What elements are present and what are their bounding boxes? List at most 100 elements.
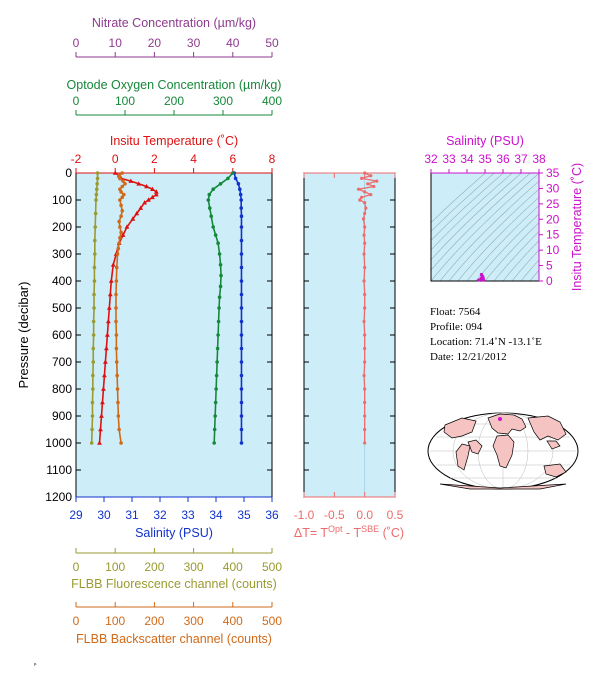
location: Location: 71.4˚N -13.1˚E [430,336,542,348]
pressure-tick-label: 600 [52,328,72,342]
fluorescence-axis-label: FLBB Fluorescence channel (counts) [71,577,277,591]
backscatter-tick-label: 400 [223,614,243,628]
temperature-point [130,216,136,221]
backscatter-point [123,182,127,186]
density-contour [466,205,539,281]
backscatter-point [119,214,123,218]
backscatter-point [120,209,125,213]
delta-point [363,333,367,337]
density-contour [475,213,539,281]
density-contour [431,173,522,261]
delta-point [362,233,366,237]
fluorescence-point [91,387,95,391]
density-contour [520,259,539,281]
oxygen-point [206,198,211,202]
oxygen-point [217,295,222,300]
fluorescence-point [92,306,96,310]
oxygen-point [211,187,215,191]
backscatter-tick-label: 0 [73,614,80,628]
nitrate-tick-label: 0 [73,36,80,50]
pressure-tick-label: 300 [52,247,72,261]
backscatter-point [115,252,120,256]
ts-y-tick-label: 0 [546,274,553,288]
delta-point [375,179,379,183]
temperature-point [120,232,126,237]
world-map [427,412,579,490]
salinity-point [239,441,244,445]
ts-temperature-label: Insitu Temperature (˚C) [570,163,584,291]
salinity-tick-label: 32 [153,508,167,522]
salinity-tick-label: 34 [209,508,223,522]
oxygen-point [211,225,215,229]
backscatter-point [115,387,120,391]
delta-point [362,319,366,324]
delta-point [360,195,364,199]
temperature-point [106,305,112,310]
delta-point [363,211,367,216]
delta-point [363,400,367,405]
ts-plot-area [430,172,540,282]
salinity-point [239,387,244,391]
salinity-point [239,206,243,210]
temperature-point [108,278,114,283]
temperature-point [103,359,108,364]
backscatter-point [114,346,119,351]
fluorescence-tick-label: 300 [184,560,204,574]
ts-point [481,278,485,282]
oxygen-tick-label: 400 [262,94,282,108]
oxygen-point [212,427,217,432]
oxygen-tick-label: 100 [115,94,135,108]
delta-point [363,265,367,270]
temperature-point [97,440,102,445]
delta-tick-label: 0.5 [387,508,404,522]
pressure-tick-label: 900 [52,409,72,423]
temperature-tick-label: -2 [71,152,82,166]
density-contour [511,249,539,281]
pressure-tick-label: 100 [52,193,72,207]
delta-point [363,427,367,432]
density-contour [431,173,539,281]
backscatter-point [114,333,119,337]
backscatter-point [114,292,118,297]
salinity-point [238,187,242,191]
backscatter-point [114,279,119,283]
fluorescence-point [89,441,94,445]
temperature-point [142,200,147,205]
temperature-point [153,192,159,197]
salinity-point [239,333,244,337]
fluorescence-tick-label: 0 [73,560,80,574]
density-contour [431,173,513,251]
backscatter-point [120,184,125,189]
nitrate-tick-label: 20 [148,36,162,50]
oxygen-point [231,171,235,175]
ts-x-tick-label: 32 [424,152,438,166]
oxygen-tick-label: 300 [213,94,233,108]
fluorescence-point [95,171,100,175]
temperature-axis: -2 0 2 4 6 8 [71,152,276,174]
oxygen-point [215,346,220,351]
oxygen-point [216,333,220,337]
density-contour [484,222,539,281]
backscatter-point [116,400,120,405]
ts-y-tick-label: 30 [546,181,560,195]
salinity-point [239,427,244,432]
oxygen-point [226,176,230,181]
ts-y-tick-label: 25 [546,197,560,211]
oxygen-point [213,233,218,237]
delta-point [360,176,364,180]
oxygen-tick-label: 200 [164,94,184,108]
fluorescence-tick-label: 200 [144,560,164,574]
delta-point [363,346,367,351]
oxygen-point [218,284,223,289]
nitrate-tick-label: 50 [265,36,279,50]
backscatter-point [120,195,125,200]
backscatter-point [120,171,125,175]
salinity-point [239,292,244,297]
fluorescence-point [94,187,99,191]
main-y-axis: 0 100 200 300 400 500 600 700 800 900 1000 1100 1200 [45,166,272,504]
backscatter-point [119,441,123,445]
temperature-point [128,178,134,183]
temperature-point [101,386,106,391]
